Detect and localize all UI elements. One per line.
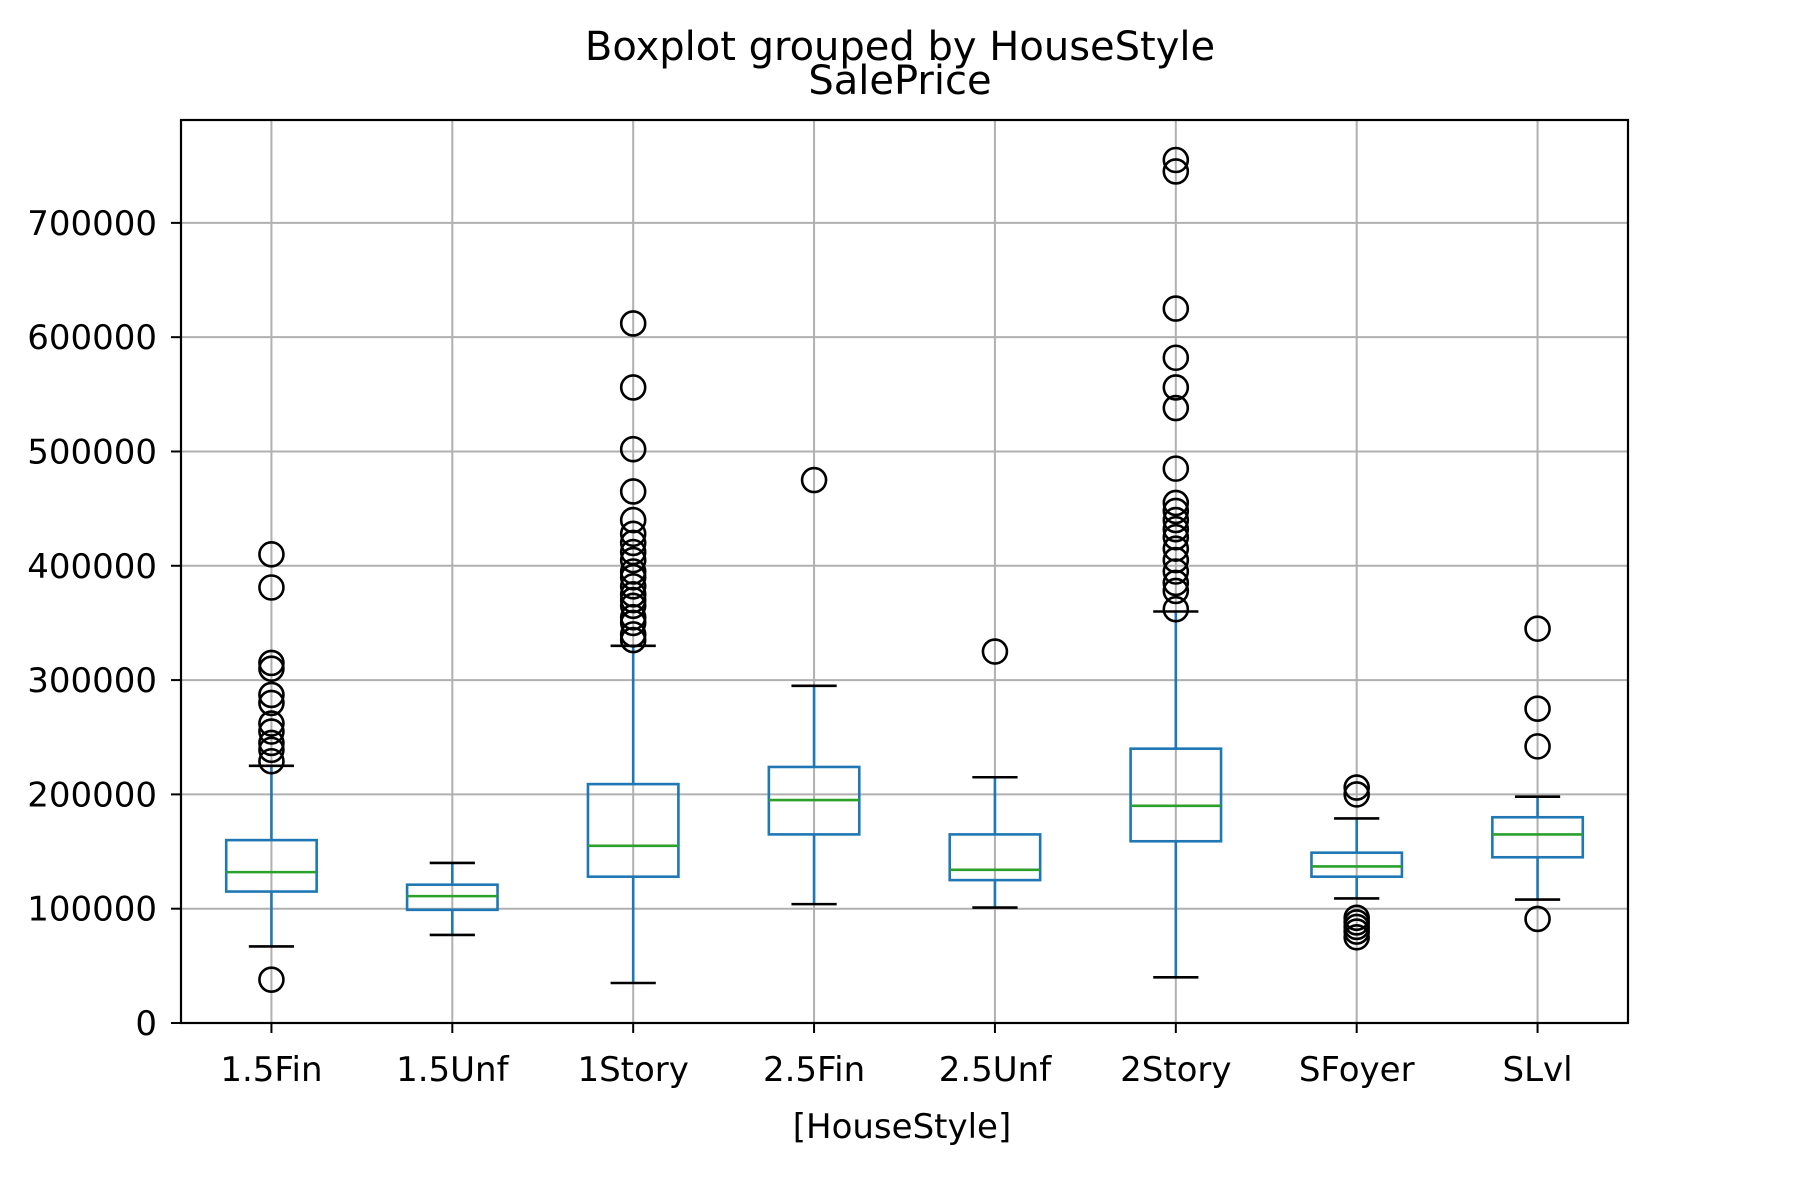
box-1Story (586, 310, 680, 985)
y-tick-label: 300000 (27, 661, 157, 701)
outlier-point (258, 574, 285, 601)
outlier-point (1343, 774, 1370, 801)
outlier-point (1162, 535, 1190, 562)
iqr-box (1491, 815, 1585, 859)
chart-title: SalePrice (808, 58, 991, 104)
iqr-box (224, 838, 318, 893)
outlier-point (258, 541, 285, 568)
outlier-point (1162, 374, 1190, 401)
x-tick-label: SLvl (1503, 1050, 1573, 1090)
outlier-point (619, 506, 647, 534)
x-tick-label: 1Story (577, 1050, 688, 1090)
outlier-point (1162, 523, 1190, 551)
y-tick-label: 500000 (27, 432, 157, 472)
outlier-point (619, 478, 647, 505)
outlier-point (1524, 615, 1551, 642)
outlier-point (258, 718, 285, 745)
outlier-point (1162, 295, 1190, 322)
x-tick-label: 2Story (1120, 1050, 1231, 1090)
outlier-point (1162, 506, 1190, 534)
outlier-point (1162, 515, 1190, 543)
outlier-point (258, 729, 285, 757)
box-SFoyer (1310, 774, 1404, 951)
outlier-point (619, 573, 647, 600)
x-tick-label: 2.5Fin (763, 1050, 865, 1090)
boxes (224, 146, 1585, 993)
outlier-point (258, 689, 285, 717)
chart-suptitle: Boxplot grouped by HouseStyle (585, 24, 1215, 70)
y-tick-label: 200000 (27, 775, 157, 815)
y-tick-label: 0 (135, 1004, 157, 1044)
outlier-point (258, 649, 285, 677)
outlier-point (981, 638, 1009, 665)
iqr-box (948, 833, 1042, 882)
outlier-point (258, 747, 285, 775)
x-tick-label: SFoyer (1299, 1050, 1415, 1090)
outlier-point (1162, 595, 1190, 623)
x-tick-label: 1.5Unf (396, 1050, 510, 1090)
outlier-point (800, 466, 828, 494)
outlier-point (1162, 344, 1190, 372)
outlier-point (1162, 455, 1190, 482)
outlier-point (619, 621, 647, 648)
outlier-point (1524, 905, 1551, 933)
y-tick-label: 700000 (27, 204, 157, 244)
outlier-point (1343, 904, 1370, 932)
box-1.5Unf (405, 861, 499, 937)
box-SLvl (1491, 615, 1585, 933)
outlier-point (1162, 497, 1190, 525)
x-tick-label: 2.5Unf (939, 1050, 1053, 1090)
outlier-point (619, 558, 647, 585)
y-tick-label: 100000 (27, 890, 157, 930)
axis-ticks: 0 100000 200000 300000 400000 500000 600000 700… (27, 204, 1572, 1090)
iqr-box (586, 782, 680, 878)
outlier-point (619, 538, 647, 566)
outlier-point (1162, 394, 1190, 422)
outlier-point (258, 736, 285, 764)
box-2.5Unf (948, 638, 1042, 909)
box-2Story (1129, 146, 1223, 979)
grid-lines (181, 120, 1628, 1024)
outlier-point (619, 520, 647, 548)
outlier-point (619, 435, 647, 463)
outlier-point (258, 681, 285, 709)
outlier-point (619, 546, 647, 574)
outlier-point (258, 966, 285, 993)
outlier-point (1162, 146, 1190, 174)
y-tick-label: 600000 (27, 318, 157, 358)
plot-area-frame (179, 118, 1630, 1025)
outlier-point (1162, 158, 1190, 185)
iqr-box (1129, 747, 1223, 843)
iqr-box (1310, 851, 1404, 878)
outlier-point (619, 374, 647, 401)
x-axis-label: [HouseStyle] (793, 1107, 1011, 1147)
y-tick-label: 400000 (27, 547, 157, 587)
outlier-point (619, 310, 647, 337)
outlier-point (1343, 781, 1370, 808)
outlier-point (258, 710, 285, 737)
box-2.5Fin (767, 466, 861, 906)
outlier-point (1162, 577, 1190, 605)
outlier-point (1524, 733, 1551, 760)
box-1.5Fin (224, 541, 318, 993)
x-tick-label: 1.5Fin (220, 1050, 322, 1090)
outlier-point (1524, 695, 1551, 722)
outlier-point (1162, 489, 1190, 517)
